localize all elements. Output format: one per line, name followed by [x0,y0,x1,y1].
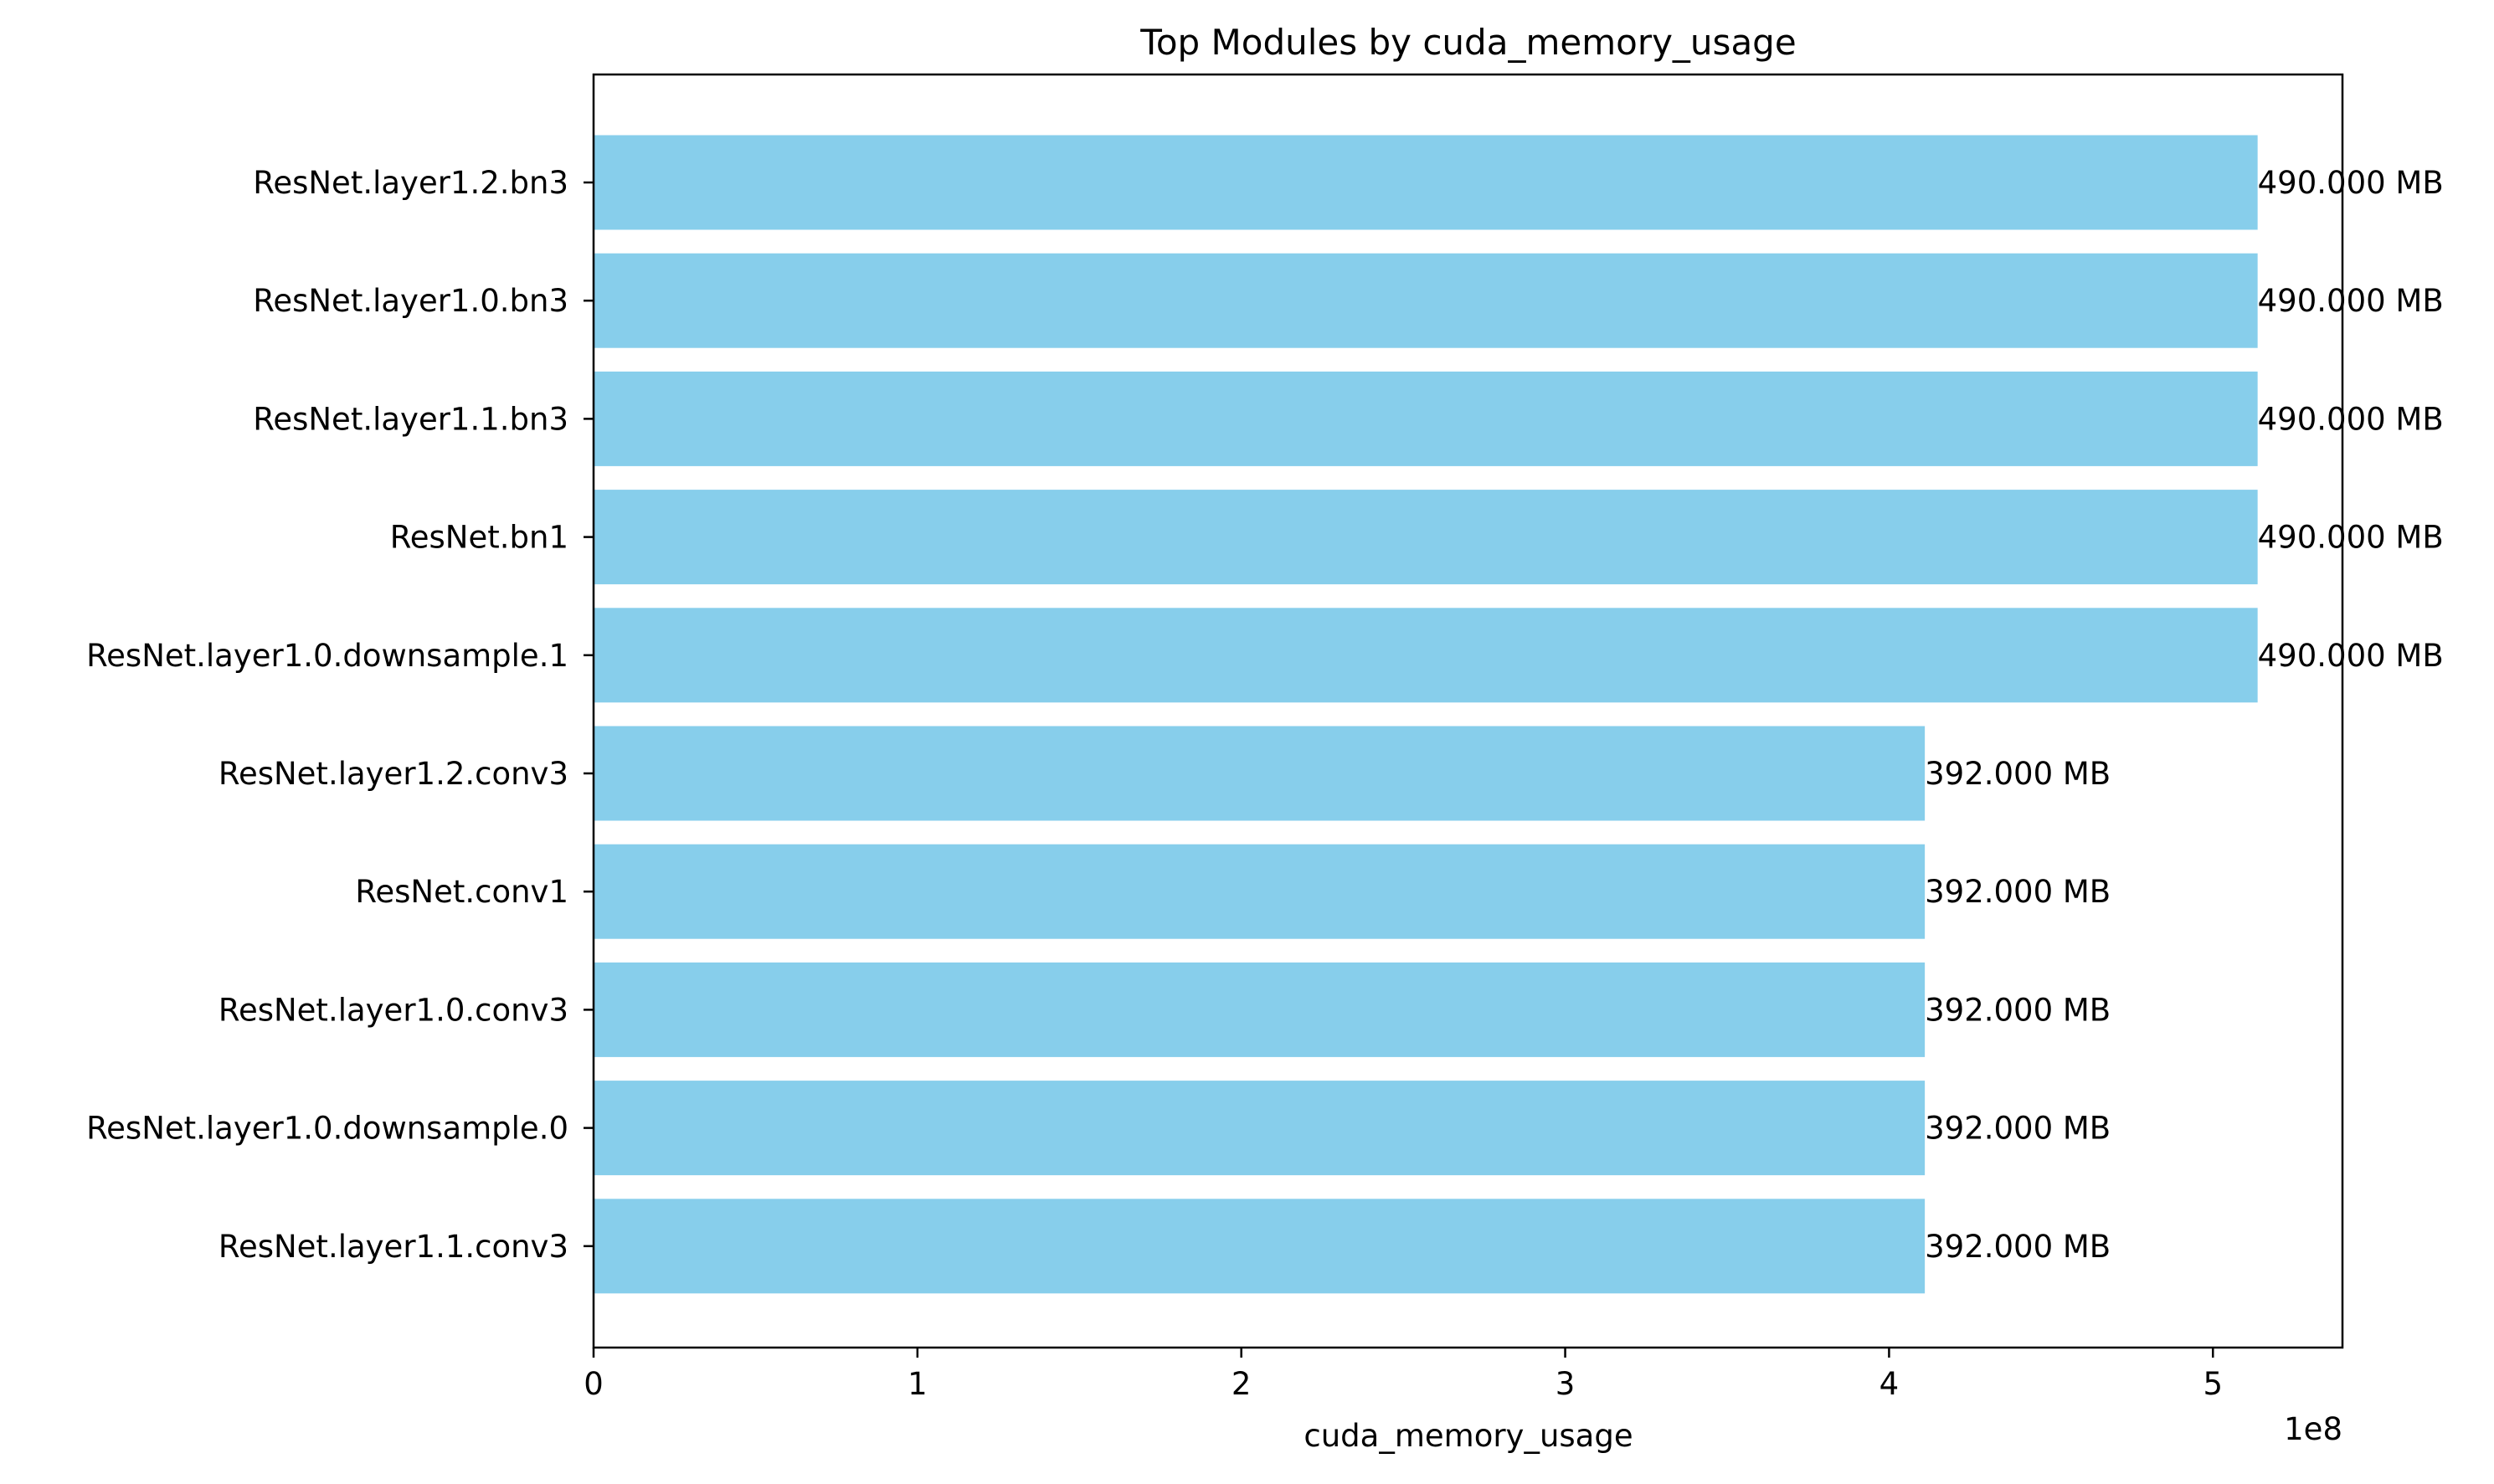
x-ticks: 0 1 2 3 4 5 [584,1348,2223,1402]
y-tick-label-3: ResNet.bn1 [390,520,568,556]
x-tick-label-5: 5 [2203,1366,2223,1402]
data-label-8: 392.000 MB [1925,1111,2111,1147]
bar-5 [594,726,1926,821]
y-tick-label-9: ResNet.layer1.1.conv3 [219,1229,568,1265]
y-tick-labels: ResNet.layer1.2.bn3 ResNet.layer1.0.bn3 Re… [86,165,594,1265]
x-axis-offset-label: 1e8 [2284,1411,2342,1447]
bar-4 [594,608,2258,703]
chart-title: Top Modules by cuda_memory_usage [1139,22,1796,63]
data-label-7: 392.000 MB [1925,992,2111,1028]
x-tick-label-4: 4 [1879,1366,1900,1402]
data-label-5: 392.000 MB [1925,756,2111,792]
y-tick-label-4: ResNet.layer1.0.downsample.1 [86,638,568,674]
bar-3 [594,490,2258,585]
bar-7 [594,962,1926,1057]
bar-1 [594,253,2258,348]
plot-area-frame [592,73,2344,1349]
data-label-6: 392.000 MB [1925,874,2111,910]
data-label-2: 490.000 MB [2258,401,2444,437]
bar-2 [594,371,2258,466]
data-label-3: 490.000 MB [2258,520,2444,556]
y-tick-label-6: ResNet.conv1 [355,874,568,910]
data-label-0: 490.000 MB [2258,165,2444,201]
y-tick-label-2: ResNet.layer1.1.bn3 [253,401,568,437]
data-labels: 490.000 MB 490.000 MB 490.000 MB 490.000 MB… [1925,165,2444,1265]
y-tick-label-7: ResNet.layer1.0.conv3 [219,992,568,1028]
x-tick-label-3: 3 [1556,1366,1576,1402]
y-tick-label-0: ResNet.layer1.2.bn3 [253,165,568,201]
bar-6 [594,844,1926,939]
bar-0 [594,135,2258,230]
bar-9 [594,1199,1926,1294]
bar-8 [594,1081,1926,1176]
x-tick-label-2: 2 [1232,1366,1252,1402]
x-tick-label-1: 1 [908,1366,928,1402]
data-label-4: 490.000 MB [2258,638,2444,674]
y-tick-label-1: ResNet.layer1.0.bn3 [253,283,568,319]
bars-layer [594,135,2258,1294]
y-tick-label-5: ResNet.layer1.2.conv3 [219,756,568,792]
x-tick-label-0: 0 [584,1366,604,1402]
x-axis-label: cuda_memory_usage [1304,1418,1633,1454]
y-tick-label-8: ResNet.layer1.0.downsample.0 [86,1111,568,1147]
data-label-1: 490.000 MB [2258,283,2444,319]
data-label-9: 392.000 MB [1925,1229,2111,1265]
